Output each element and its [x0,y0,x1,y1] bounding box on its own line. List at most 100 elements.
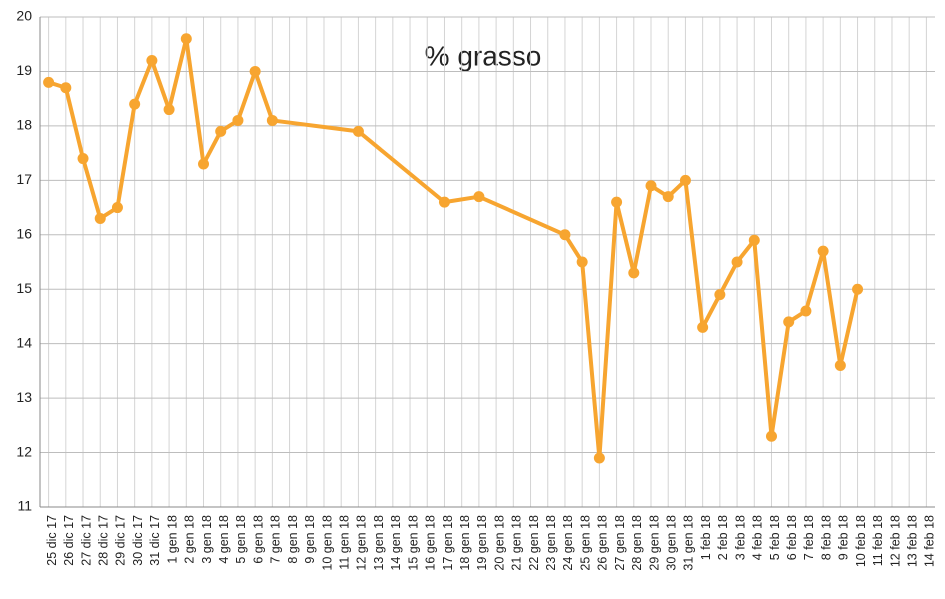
x-tick-label: 28 dic 17 [97,515,111,566]
y-tick-label: 13 [16,389,32,405]
x-tick-label: 1 feb 18 [699,515,713,560]
point [783,316,795,328]
x-tick-label: 6 gen 18 [251,515,265,564]
line-segment [253,69,275,123]
point [266,114,278,126]
line-segment [683,178,705,330]
x-tick-label: 29 dic 17 [114,515,128,566]
x-tick-label: 30 dic 17 [131,515,145,566]
chart-title: % grasso [425,40,542,71]
x-tick-label: 22 gen 18 [527,515,541,571]
point [834,359,846,371]
point [559,229,571,241]
x-tick-label: 8 feb 18 [819,515,833,560]
line-segment [717,260,740,297]
point [611,196,623,208]
x-tick-label: 30 gen 18 [665,515,679,571]
x-tick-label: 26 dic 17 [62,515,76,566]
x-tick-label: 10 gen 18 [320,515,334,571]
x-tick-label: 18 gen 18 [458,515,472,571]
x-tick-label: 12 feb 18 [888,515,902,567]
point [352,125,364,137]
x-tick-label: 2 gen 18 [183,515,197,564]
x-tick-label: 14 gen 18 [389,515,403,571]
line-segment [838,287,860,368]
x-tick-label: 24 gen 18 [561,515,575,571]
x-tick-label: 12 gen 18 [355,515,369,571]
point [111,202,123,214]
line-segment [700,292,722,330]
line-segment [184,36,206,166]
x-tick-label: 19 gen 18 [475,515,489,571]
point [765,430,777,442]
x-tick-label: 7 gen 18 [269,515,283,564]
point [232,114,244,126]
x-tick-label: 15 gen 18 [406,515,420,571]
line-segment [631,183,654,275]
x-tick-label: 4 gen 18 [217,515,231,564]
y-tick-label: 20 [16,8,32,24]
point [852,283,864,295]
point [628,267,640,279]
line-segment [803,249,826,313]
x-tick-label: 3 feb 18 [733,515,747,560]
x-tick-label: 20 gen 18 [492,515,506,571]
x-tick-label: 6 feb 18 [785,515,799,560]
point [576,256,588,268]
y-tick-label: 16 [16,225,32,241]
line-segment [270,118,361,134]
line-segment [442,194,481,205]
point [94,212,106,224]
x-tick-label: 4 feb 18 [751,515,765,560]
line-segment [149,58,172,112]
point [60,82,72,94]
point [662,191,674,203]
line-segment [201,129,223,166]
line-segment [115,102,137,210]
point [198,158,210,170]
y-tick-label: 19 [16,62,32,78]
line-segment [821,249,843,368]
x-tick-label: 13 gen 18 [372,515,386,571]
series-line [43,33,864,464]
point [748,234,760,246]
x-tick-label: 10 feb 18 [854,515,868,567]
point [180,33,192,45]
y-tick-label: 14 [16,334,32,350]
x-tick-label: 26 gen 18 [596,515,610,571]
point [714,289,726,301]
x-tick-label: 5 gen 18 [234,515,248,564]
x-tick-label: 14 feb 18 [923,515,937,567]
x-tick-label: 3 gen 18 [200,515,214,564]
point [473,191,485,203]
y-tick-label: 15 [16,280,32,296]
line-segment [476,194,567,237]
point [645,180,657,192]
point [697,321,709,333]
line-segment [356,129,447,205]
y-tick-label: 11 [17,498,32,514]
line-segment [235,69,258,123]
x-tick-label: 31 dic 17 [148,515,162,566]
x-tick-label: 11 gen 18 [337,515,351,570]
x-tick-label: 17 gen 18 [441,515,455,571]
line-segment [167,36,189,112]
point [77,153,89,165]
line-segment [769,319,791,439]
point [215,125,227,137]
point [679,174,691,186]
x-tick-label: 11 feb 18 [871,515,885,566]
x-tick-label: 1 gen 18 [165,515,179,564]
x-tick-label: 13 feb 18 [905,515,919,567]
point [800,305,812,317]
line-segment [132,58,154,107]
y-tick-label: 18 [16,117,32,133]
point [43,76,55,88]
point [593,452,605,464]
x-tick-label: 25 dic 17 [45,515,59,566]
x-tick-label: 25 gen 18 [578,515,592,571]
y-tick-label: 12 [16,443,32,459]
point [731,256,743,268]
point [249,65,261,77]
x-tick-label: 31 gen 18 [682,515,696,571]
